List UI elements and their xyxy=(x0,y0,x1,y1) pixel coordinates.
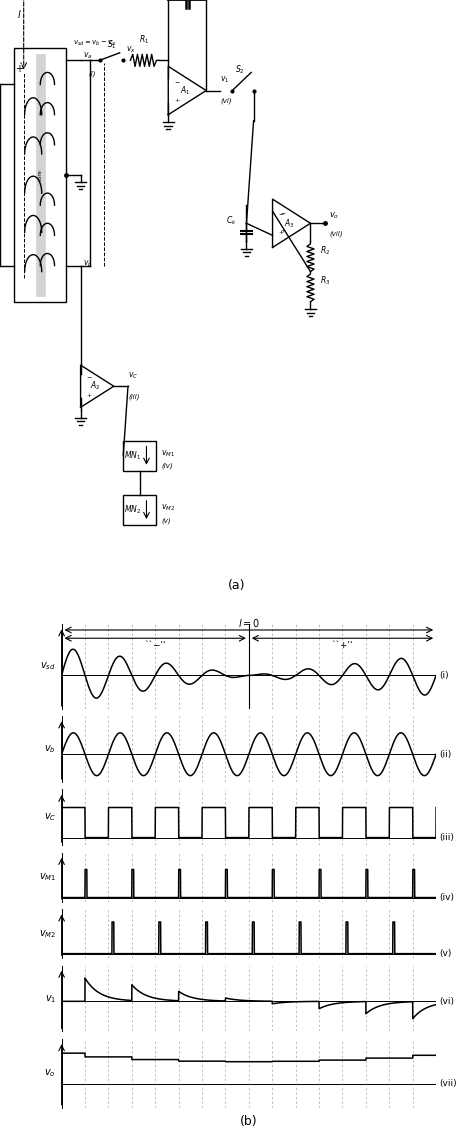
Text: ``+'': ``+'' xyxy=(332,641,353,650)
Text: (iv): (iv) xyxy=(439,893,455,902)
Text: (iii): (iii) xyxy=(439,834,455,843)
Text: (b): (b) xyxy=(240,1114,258,1128)
Text: $+$: $+$ xyxy=(15,63,24,74)
Y-axis label: $v_o$: $v_o$ xyxy=(45,1067,56,1079)
Text: (v): (v) xyxy=(439,949,452,958)
Text: $+$: $+$ xyxy=(280,227,286,235)
Y-axis label: $v_b$: $v_b$ xyxy=(45,743,56,755)
Text: $l=0$: $l=0$ xyxy=(238,617,260,629)
Text: $A_1$: $A_1$ xyxy=(180,85,191,97)
Bar xyxy=(14,49,66,302)
Text: (ii): (ii) xyxy=(439,750,452,759)
Text: $v_1$: $v_1$ xyxy=(220,74,230,85)
Text: $v_{M1}$: $v_{M1}$ xyxy=(161,449,175,459)
Y-axis label: $v_{M1}$: $v_{M1}$ xyxy=(39,871,56,883)
Text: $S_1$: $S_1$ xyxy=(107,38,116,51)
Y-axis label: $v_1$: $v_1$ xyxy=(45,993,56,1005)
Bar xyxy=(36,54,45,296)
Text: $v_a$: $v_a$ xyxy=(83,51,92,61)
Text: $A_2$: $A_2$ xyxy=(90,380,101,393)
Text: $R_1$: $R_1$ xyxy=(139,33,150,46)
Bar xyxy=(123,441,156,470)
Text: (i): (i) xyxy=(439,671,449,680)
Text: $-$: $-$ xyxy=(174,79,181,83)
Text: $l$: $l$ xyxy=(17,8,21,20)
Text: $R_3$: $R_3$ xyxy=(320,274,330,288)
Y-axis label: $v_{M2}$: $v_{M2}$ xyxy=(39,928,56,940)
Text: $MN_1$: $MN_1$ xyxy=(124,449,141,461)
Text: (vi): (vi) xyxy=(439,997,455,1006)
Text: (vii): (vii) xyxy=(329,230,343,237)
Y-axis label: $v_C$: $v_C$ xyxy=(44,811,56,823)
Text: ``−'': ``−'' xyxy=(145,641,166,650)
Text: (v): (v) xyxy=(161,517,171,523)
Text: $S_2$: $S_2$ xyxy=(235,63,244,76)
Text: $-$: $-$ xyxy=(15,0,24,2)
Text: $v_{sd}=v_b-v_a$: $v_{sd}=v_b-v_a$ xyxy=(73,39,117,49)
Text: $v_o$: $v_o$ xyxy=(329,210,340,221)
Text: $v_{M2}$: $v_{M2}$ xyxy=(161,503,175,513)
Text: $-$: $-$ xyxy=(278,212,285,217)
Text: (iii): (iii) xyxy=(128,394,139,399)
Text: $+$: $+$ xyxy=(278,228,285,237)
Text: (a): (a) xyxy=(228,579,246,592)
Text: (vi): (vi) xyxy=(220,98,232,104)
Bar xyxy=(123,495,156,525)
Y-axis label: $v_{sd}$: $v_{sd}$ xyxy=(40,661,56,672)
Text: $C_k$: $C_k$ xyxy=(227,214,237,227)
Text: $v_b$: $v_b$ xyxy=(83,258,92,270)
Text: $v_C$: $v_C$ xyxy=(128,370,138,380)
Text: (i): (i) xyxy=(89,70,96,77)
Text: $R_2$: $R_2$ xyxy=(320,245,330,257)
Text: (vii): (vii) xyxy=(439,1079,457,1089)
Text: core: core xyxy=(38,169,43,180)
Text: $v_x$: $v_x$ xyxy=(126,44,136,55)
Text: $-$: $-$ xyxy=(86,374,93,380)
Text: $+$: $+$ xyxy=(174,96,181,104)
Text: $MN_2$: $MN_2$ xyxy=(124,504,141,517)
Text: $+$: $+$ xyxy=(86,391,93,399)
Text: $A_3$: $A_3$ xyxy=(284,217,295,229)
Text: (iv): (iv) xyxy=(161,462,173,469)
Text: $-$: $-$ xyxy=(280,210,286,215)
